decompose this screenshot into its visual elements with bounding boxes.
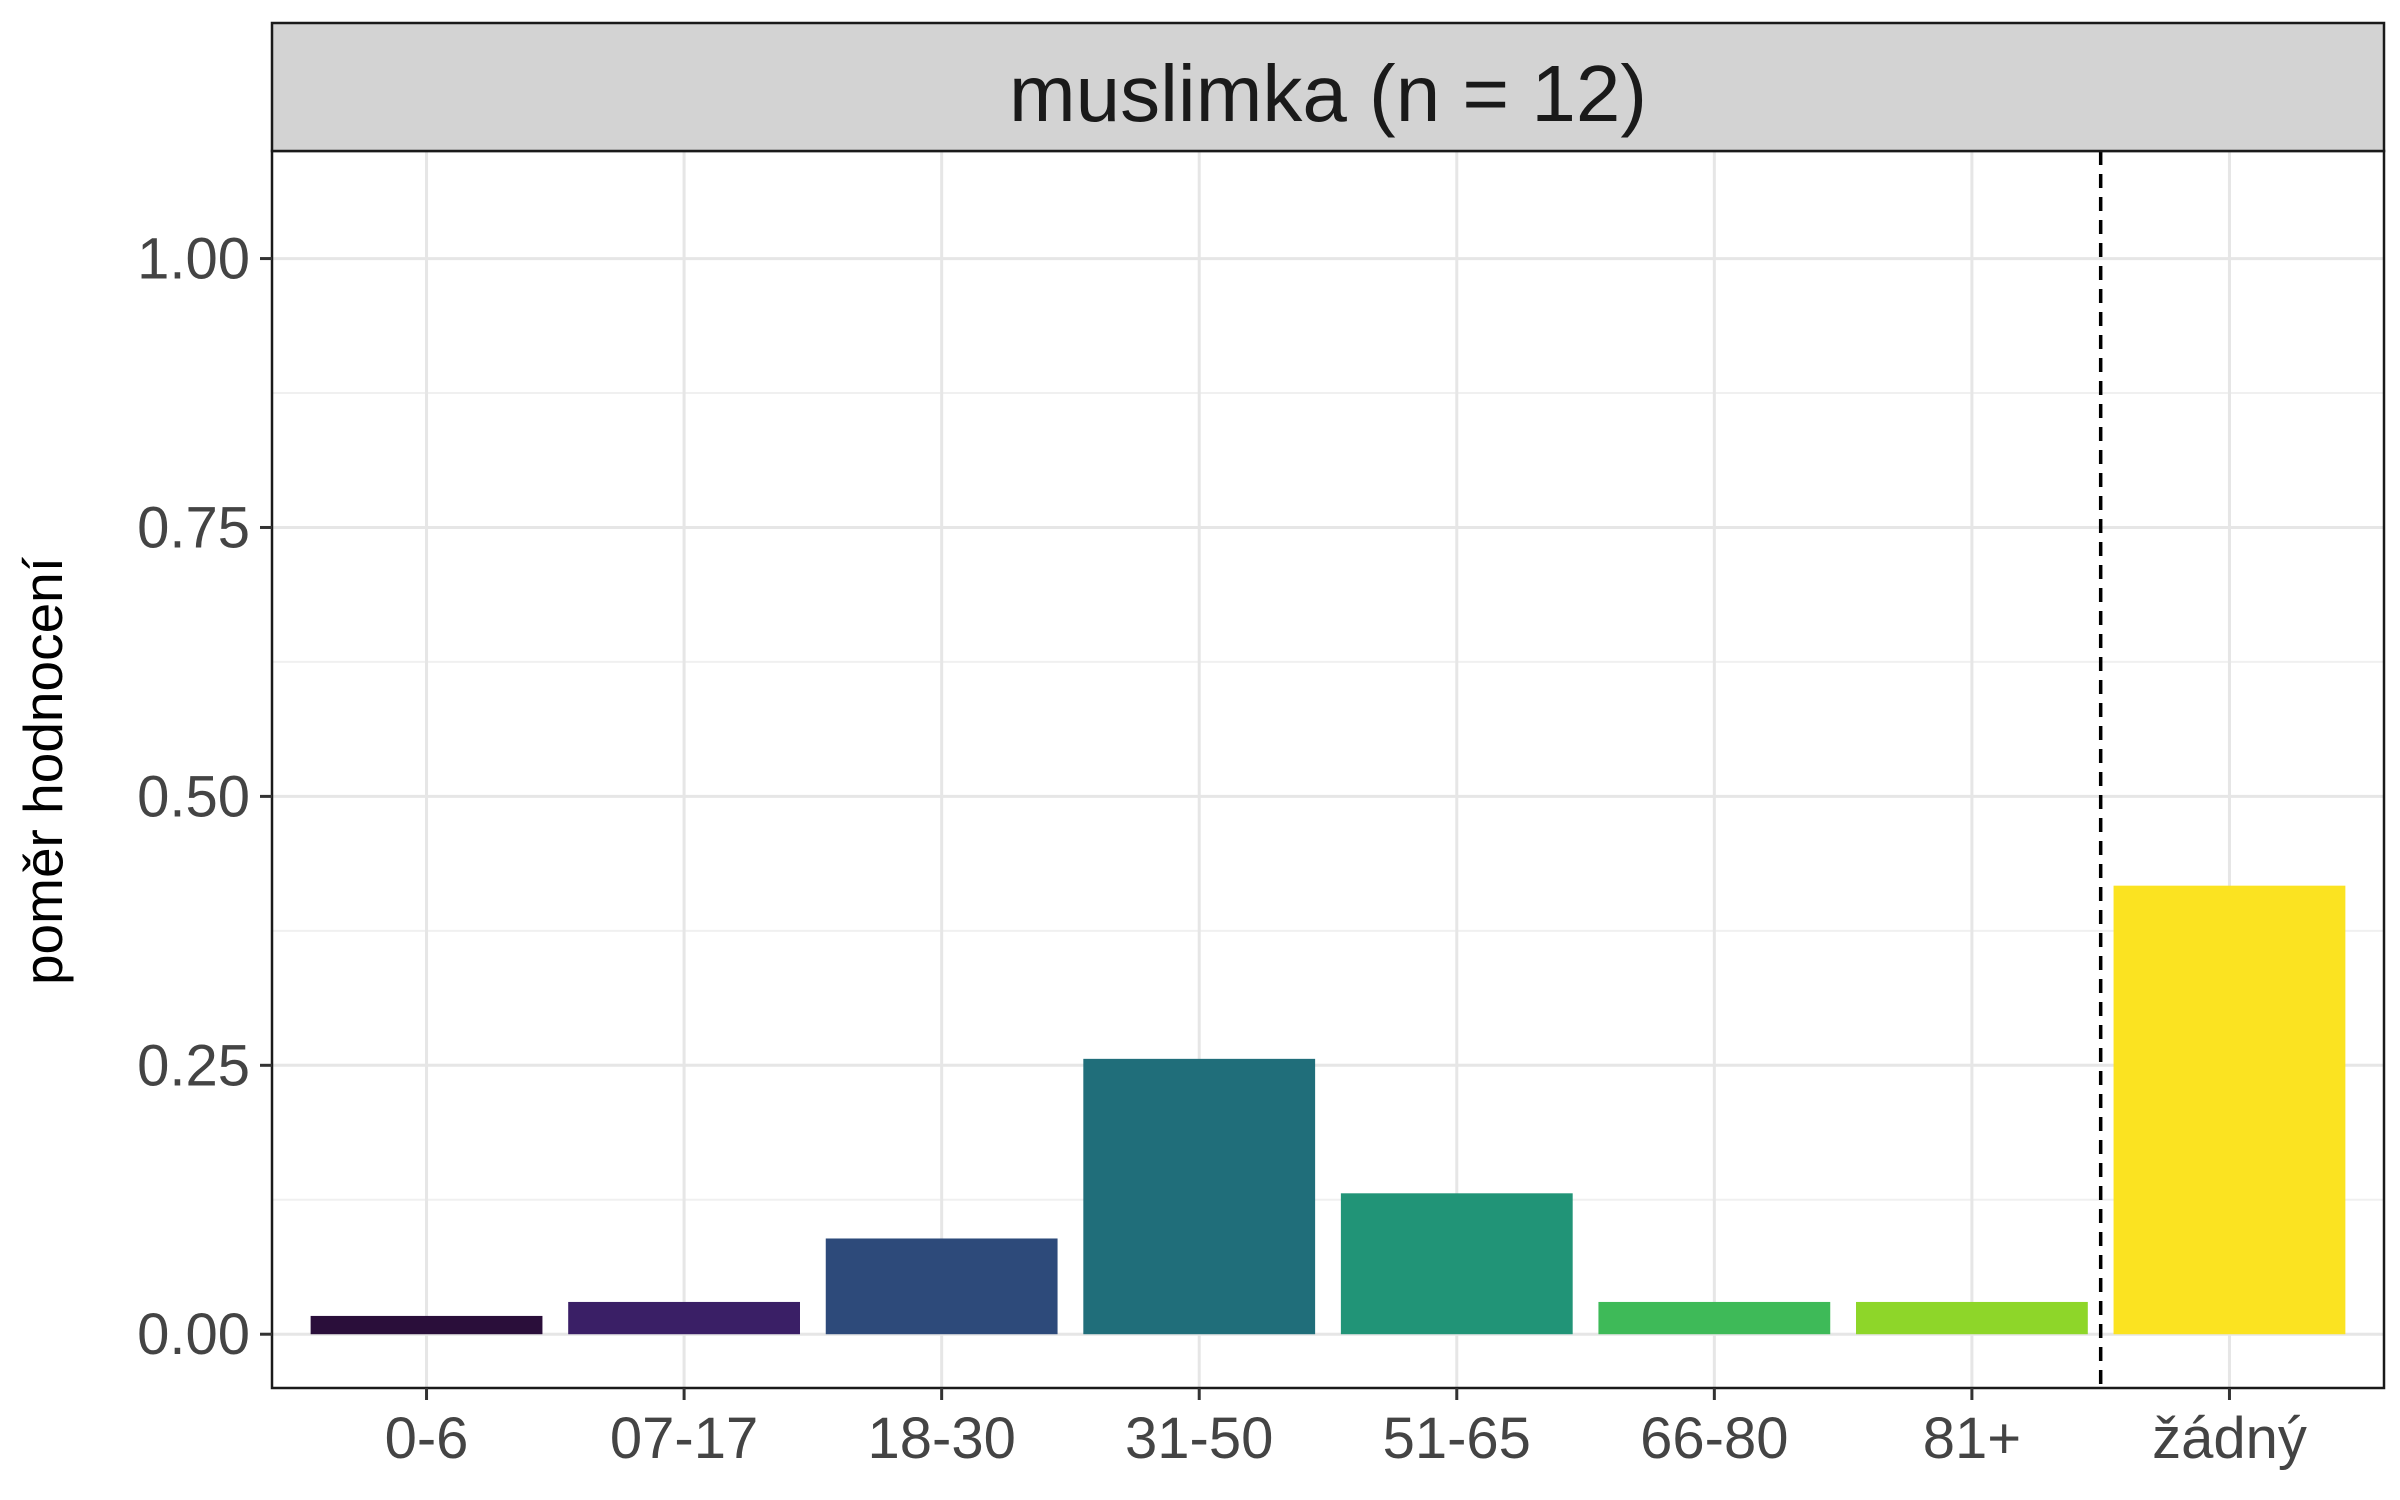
facet-strip-background (270, 21, 2386, 153)
facet-strip: muslimka (n = 12) (270, 21, 2386, 153)
x-tick-label: 18-30 (867, 1406, 1015, 1471)
y-axis-title: poměr hodnocení (12, 556, 74, 985)
x-tick-label: 66-80 (1640, 1406, 1788, 1471)
bar-18-30 (825, 1238, 1058, 1335)
bar-07-17 (568, 1301, 800, 1335)
x-tick-label: 51-65 (1383, 1406, 1531, 1471)
y-tick-label: 0.50 (137, 764, 250, 829)
bar-0-6 (310, 1315, 543, 1335)
x-tick-label: 0-6 (385, 1406, 469, 1471)
bar-31-50 (1083, 1058, 1316, 1335)
bar-51-65 (1340, 1193, 1573, 1335)
bar-66-80 (1598, 1301, 1831, 1335)
bar-81+ (1856, 1301, 2088, 1335)
y-tick-label: 1.00 (137, 227, 250, 292)
x-tick-label: 81+ (1923, 1406, 2021, 1471)
x-tick-label: 31-50 (1125, 1406, 1273, 1471)
y-tick-label: 0.00 (137, 1302, 250, 1367)
y-tick-label: 0.25 (137, 1033, 250, 1098)
x-tick-label: 07-17 (610, 1406, 758, 1471)
y-tick-label: 0.75 (137, 495, 250, 560)
facet-title: muslimka (n = 12) (1009, 49, 1647, 138)
x-tick-label: žádný (2152, 1406, 2307, 1471)
plot-panel: 0.00 0.25 0.50 0.75 1.00 0-6 07-17 18-30 31-50 51… (137, 149, 2386, 1471)
bar-žádný (2113, 885, 2346, 1335)
